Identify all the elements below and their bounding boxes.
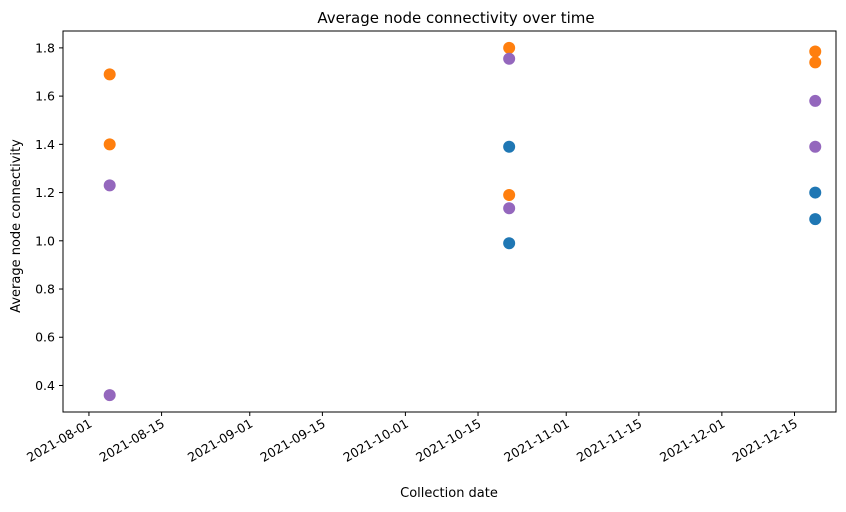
data-point bbox=[103, 68, 116, 81]
data-point bbox=[503, 52, 516, 65]
data-point bbox=[503, 188, 516, 201]
data-point bbox=[809, 94, 822, 107]
x-tick-label: 2021-09-15 bbox=[257, 416, 327, 465]
data-point bbox=[809, 186, 822, 199]
data-point bbox=[503, 202, 516, 215]
y-tick-label: 0.4 bbox=[35, 378, 55, 393]
y-tick-label: 1.6 bbox=[35, 89, 55, 104]
x-tick-label: 2021-10-15 bbox=[413, 416, 483, 465]
y-tick-label: 1.8 bbox=[35, 40, 55, 55]
x-tick-label: 2021-12-01 bbox=[657, 416, 727, 465]
data-point bbox=[503, 237, 516, 250]
x-tick-label: 2021-12-15 bbox=[730, 416, 800, 465]
data-point bbox=[809, 213, 822, 226]
data-point bbox=[809, 140, 822, 153]
y-axis-label: Average node connectivity bbox=[9, 139, 24, 313]
plot-frame bbox=[62, 30, 837, 413]
x-tick-label: 2021-08-01 bbox=[24, 416, 94, 465]
y-tick-label: 0.8 bbox=[35, 282, 55, 297]
data-point bbox=[503, 140, 516, 153]
data-point bbox=[503, 41, 516, 54]
y-tick-label: 1.2 bbox=[35, 185, 55, 200]
data-point bbox=[103, 179, 116, 192]
y-tick-label: 0.6 bbox=[35, 330, 55, 345]
x-tick-label: 2021-11-15 bbox=[574, 416, 644, 465]
data-point bbox=[103, 389, 116, 402]
y-tick-label: 1.0 bbox=[35, 233, 55, 248]
chart-title: Average node connectivity over time bbox=[317, 9, 594, 27]
data-point bbox=[809, 45, 822, 58]
x-tick-label: 2021-11-01 bbox=[501, 416, 571, 465]
x-tick-label: 2021-10-01 bbox=[340, 416, 410, 465]
data-point bbox=[103, 138, 116, 151]
y-tick-label: 1.4 bbox=[35, 137, 55, 152]
data-point bbox=[809, 56, 822, 69]
x-axis-label: Collection date bbox=[400, 486, 498, 501]
x-tick-label: 2021-08-15 bbox=[97, 416, 167, 465]
x-tick-label: 2021-09-01 bbox=[185, 416, 255, 465]
